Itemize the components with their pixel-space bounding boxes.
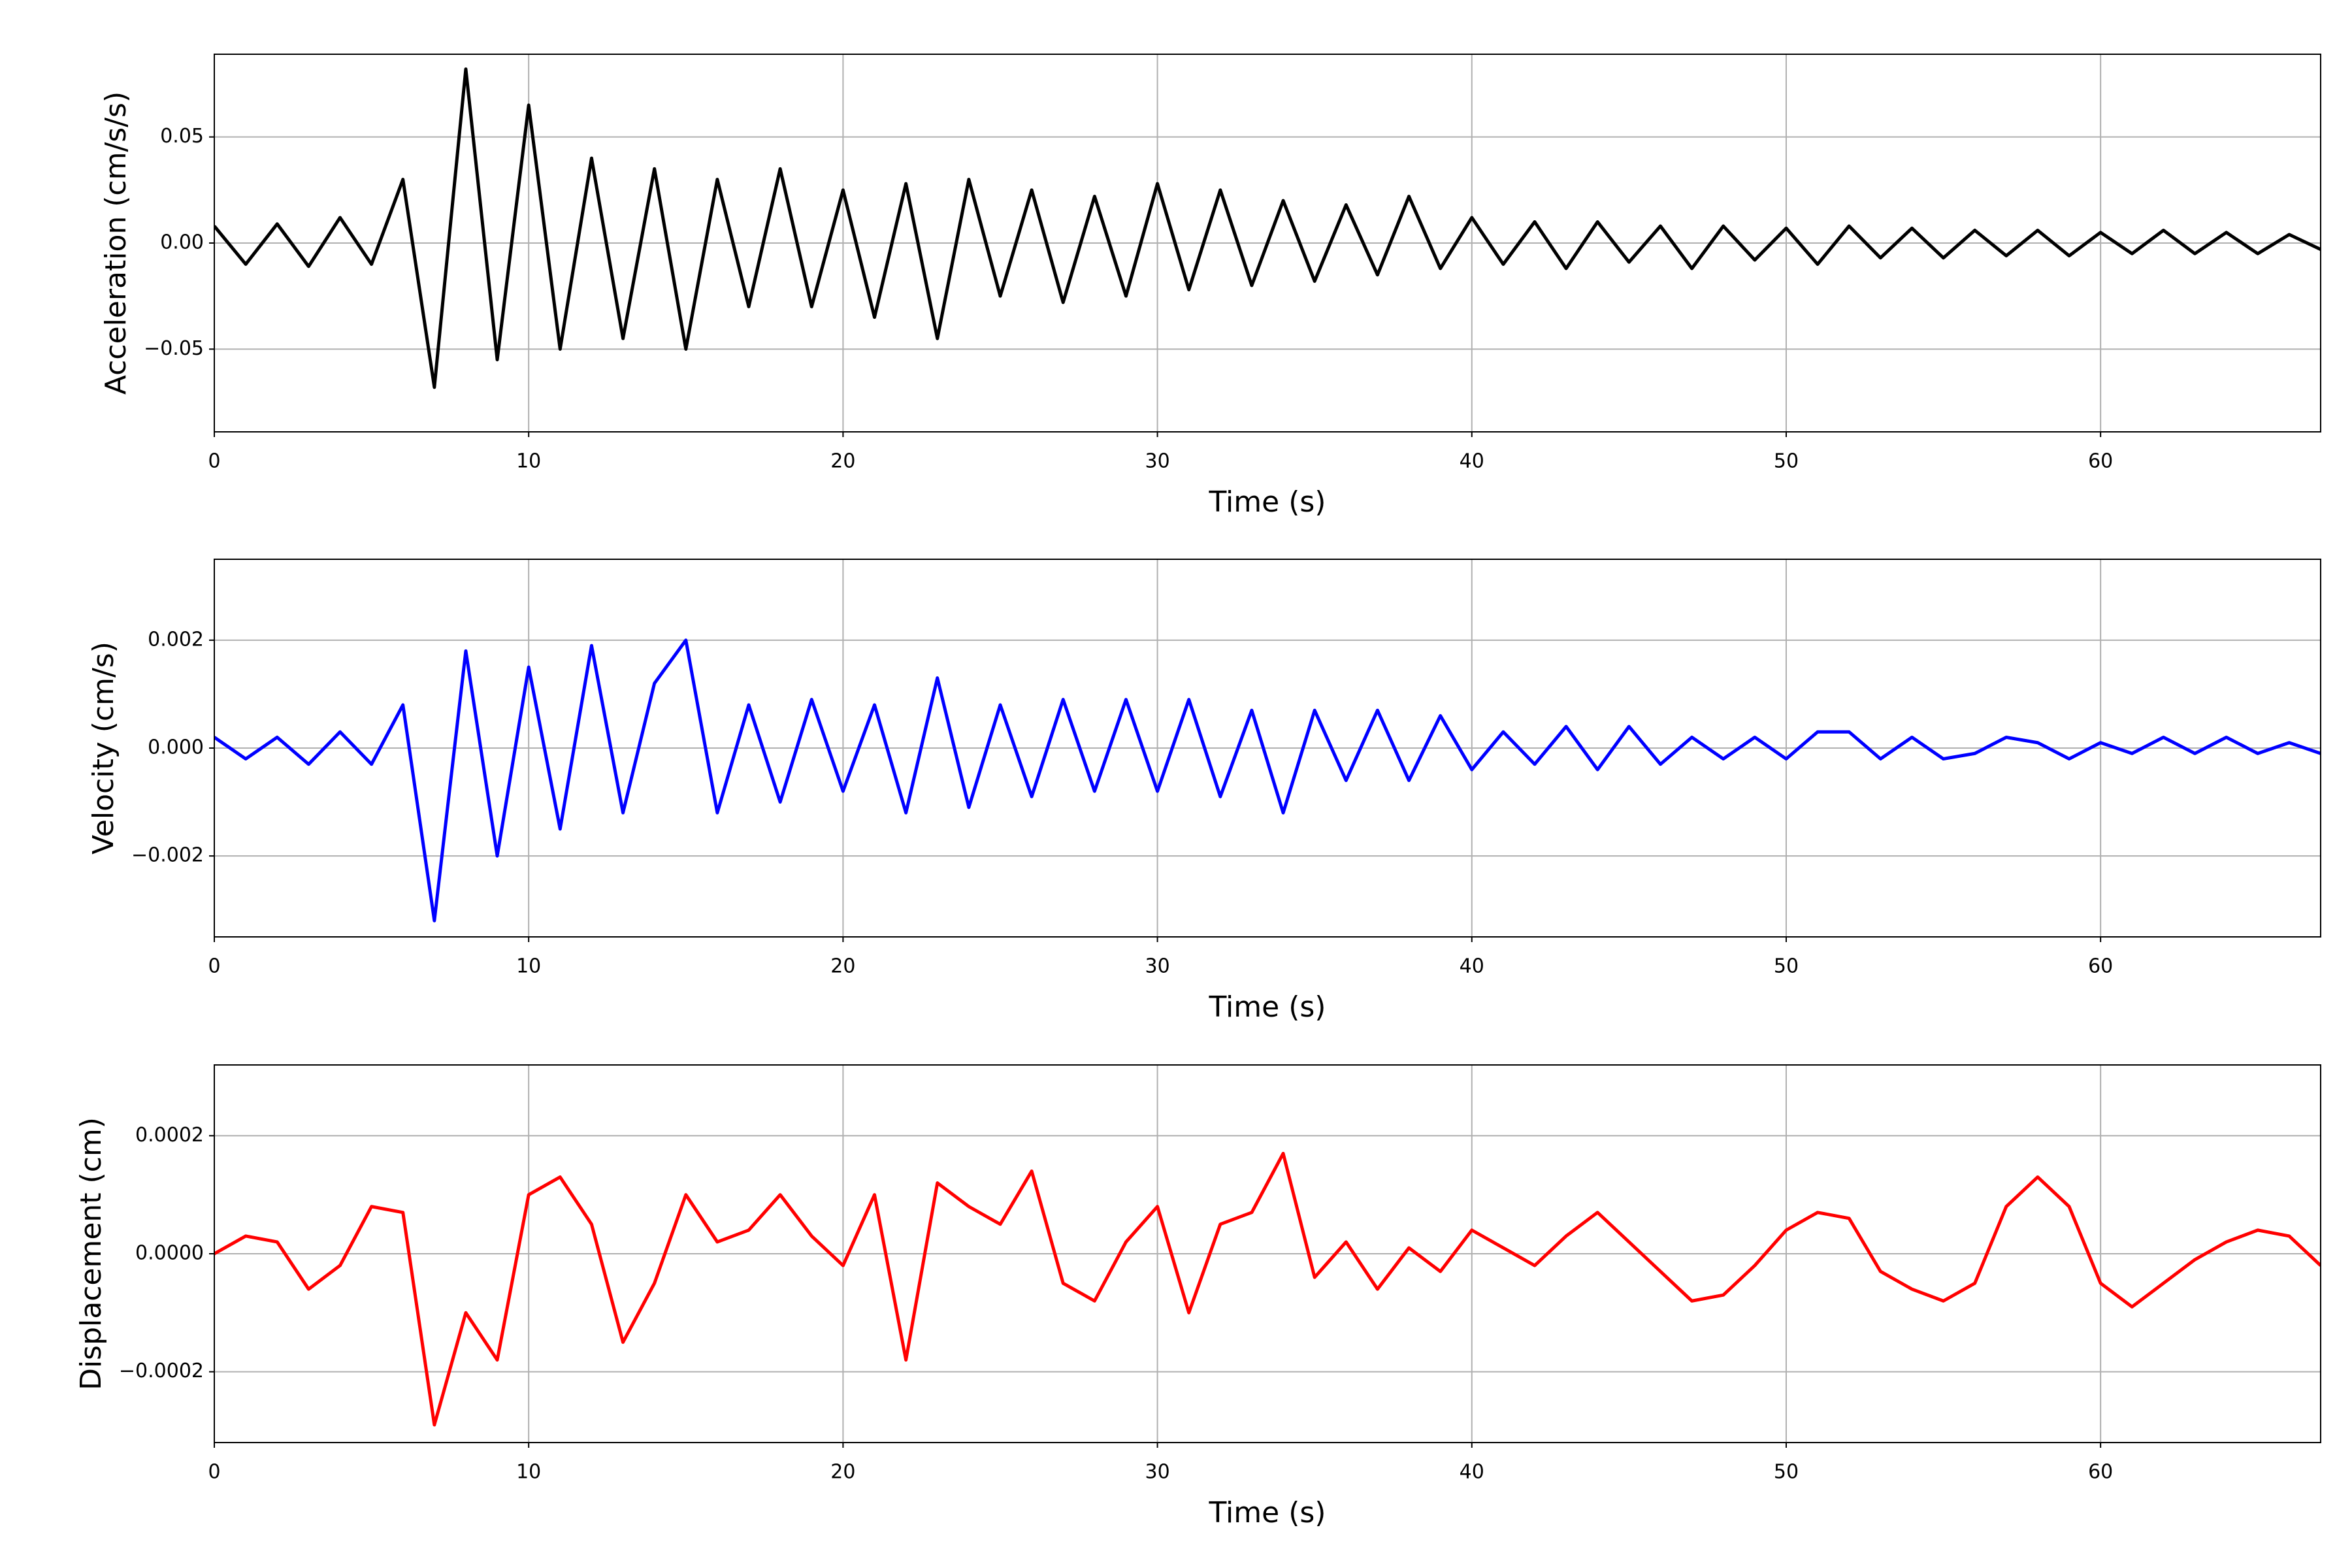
x-tick-label: 20 [830, 450, 855, 473]
axes-frame [214, 1064, 2321, 1443]
x-tick-label: 30 [1145, 450, 1169, 473]
y-tick-label: 0.0002 [135, 1124, 204, 1147]
x-tick-label: 50 [1774, 955, 1799, 978]
y-tick-label: 0.00 [160, 231, 204, 254]
plot-area [214, 638, 2321, 923]
x-axis-label: Time (s) [1209, 485, 1326, 519]
x-tick-label: 60 [2088, 1461, 2113, 1484]
subplot: 0 10 20 30 40 50 60 −0.05 0.00 0.05 Time (s) Accele… [99, 54, 2321, 519]
y-tick-label: 0.002 [148, 628, 204, 651]
y-tick-label: −0.05 [144, 337, 204, 360]
x-tick-label: 60 [2088, 450, 2113, 473]
plot-area [214, 67, 2321, 389]
axes-frame [214, 54, 2321, 433]
y-tick-label: 0.0000 [135, 1242, 204, 1265]
subplot: 0 10 20 30 40 50 60 −0.0002 0.0000 0.0002 Time (s)… [74, 1064, 2321, 1529]
x-tick-label: 40 [1460, 1461, 1484, 1484]
x-tick-label: 0 [208, 955, 220, 978]
x-tick-label: 20 [830, 1461, 855, 1484]
y-tick-label: −0.0002 [119, 1360, 204, 1382]
x-tick-label: 10 [516, 1461, 541, 1484]
x-tick-label: 50 [1774, 450, 1799, 473]
trace-line [214, 638, 2321, 923]
y-axis-label: Velocity (cm/s) [87, 642, 120, 855]
y-tick-label: 0.000 [148, 736, 204, 759]
x-tick-label: 60 [2088, 955, 2113, 978]
x-tick-label: 10 [516, 450, 541, 473]
subplot: 0 10 20 30 40 50 60 −0.002 0.000 0.002 Time (s) Vel… [87, 559, 2321, 1024]
x-axis-label: Time (s) [1209, 1496, 1326, 1529]
x-tick-label: 20 [830, 955, 855, 978]
y-tick-label: −0.002 [131, 844, 204, 867]
trace-line [214, 67, 2321, 389]
x-tick-label: 40 [1460, 955, 1484, 978]
x-tick-label: 40 [1460, 450, 1484, 473]
x-tick-label: 0 [208, 450, 220, 473]
y-tick-label: 0.05 [160, 125, 204, 148]
x-tick-label: 10 [516, 955, 541, 978]
x-tick-label: 30 [1145, 955, 1169, 978]
plot-area [214, 1151, 2321, 1427]
x-tick-label: 50 [1774, 1461, 1799, 1484]
y-axis-label: Displacement (cm) [74, 1117, 108, 1390]
axes-frame [214, 559, 2321, 938]
y-axis-label: Acceleration (cm/s/s) [99, 91, 133, 395]
trace-line [214, 1151, 2321, 1427]
x-tick-label: 0 [208, 1461, 220, 1484]
x-axis-label: Time (s) [1209, 990, 1326, 1024]
x-tick-label: 30 [1145, 1461, 1169, 1484]
